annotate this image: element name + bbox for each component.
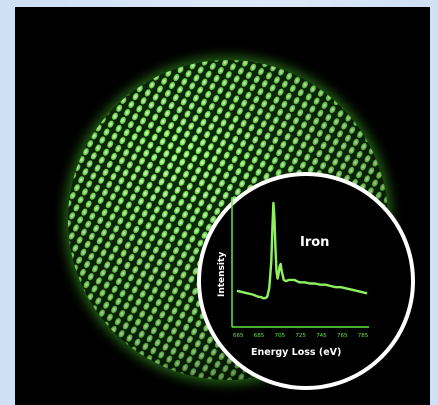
inset-circle (197, 172, 415, 390)
inset-title: Iron (300, 235, 329, 250)
spectrum-plot: 665 685 705 725 745 765 785 (231, 197, 369, 339)
spectrum-line (236, 201, 368, 300)
tick-label: 725 (295, 333, 306, 339)
image-panel: 665 685 705 725 745 765 785 Iron Intensity Ene… (15, 7, 430, 405)
tick-label: 705 (275, 333, 286, 339)
tick-label: 685 (254, 333, 265, 339)
tick-labels: 665 685 705 725 745 765 785 (233, 333, 369, 339)
tick-label: 745 (316, 333, 327, 339)
microscopy-illustration: 665 685 705 725 745 765 785 Iron Intensity Ene… (65, 57, 415, 390)
x-axis-label: Energy Loss (eV) (251, 347, 341, 358)
tick-label: 765 (337, 333, 348, 339)
tick-label: 785 (358, 333, 369, 339)
y-axis-label: Intensity (217, 252, 227, 297)
tick-label: 665 (233, 333, 244, 339)
